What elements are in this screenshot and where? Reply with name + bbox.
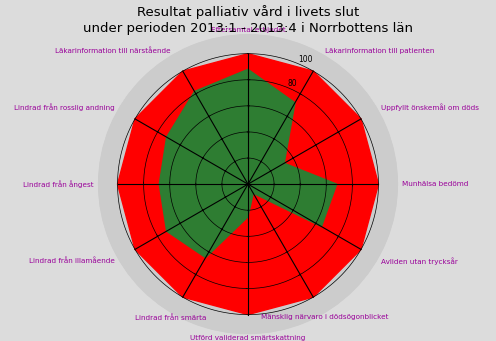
Text: Läkarinformation till närstående: Läkarinformation till närstående (56, 47, 171, 54)
Polygon shape (118, 54, 378, 315)
Text: Lindrad från illamående: Lindrad från illamående (29, 258, 115, 265)
Text: under perioden 2013:1 - 2013:4 i Norrbottens län: under perioden 2013:1 - 2013:4 i Norrbot… (83, 22, 413, 35)
Text: Mänsklig närvaro i dödsögonblicket: Mänsklig närvaro i dödsögonblicket (261, 314, 389, 321)
Text: Lindrad från rosslig andning: Lindrad från rosslig andning (14, 103, 115, 111)
Text: Eftersamtal erbjudet: Eftersamtal erbjudet (211, 27, 285, 33)
Polygon shape (159, 69, 337, 257)
Text: Avliden utan trycksår: Avliden utan trycksår (381, 257, 458, 265)
Text: Utförd validerad smärtskattning: Utförd validerad smärtskattning (190, 335, 306, 341)
Text: Uppfyllt önskemål om döds: Uppfyllt önskemål om döds (381, 103, 479, 111)
Text: Läkarinformation till patienten: Läkarinformation till patienten (325, 48, 434, 54)
Text: Resultat palliativ vård i livets slut: Resultat palliativ vård i livets slut (137, 5, 359, 19)
Polygon shape (98, 34, 398, 334)
Text: Munhälsa bedömd: Munhälsa bedömd (402, 181, 468, 187)
Text: Lindrad från smärta: Lindrad från smärta (135, 314, 207, 321)
Text: Lindrad från ångest: Lindrad från ångest (23, 180, 94, 188)
